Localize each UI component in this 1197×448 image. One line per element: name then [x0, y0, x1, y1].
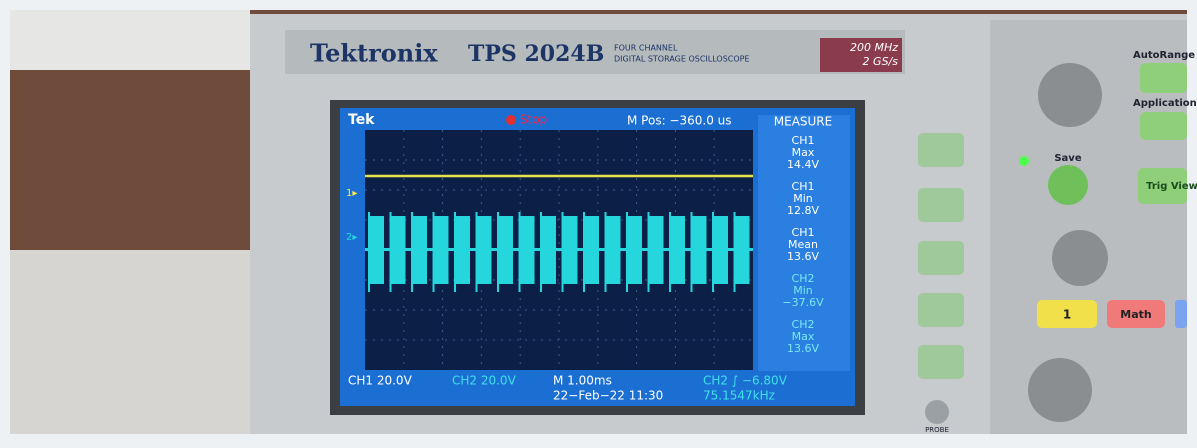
ch1-scale: CH1 20.0V — [348, 374, 413, 388]
knob — [1038, 63, 1102, 127]
autorange-button[interactable] — [1140, 63, 1187, 93]
tek-label: Tek — [348, 112, 375, 128]
menu-button[interactable] — [918, 241, 964, 275]
pulse-edge — [540, 212, 542, 292]
measure-text: 14.4V — [787, 158, 819, 171]
pulse-edge — [712, 212, 714, 292]
photo: Tektronix TPS 2024B FOUR CHANNEL DIGITAL… — [0, 0, 1197, 444]
paper — [10, 250, 250, 434]
autorange-label: AutoRange — [1133, 50, 1195, 61]
pulse-edge — [734, 212, 736, 292]
pulse-edge — [626, 212, 628, 292]
trig-view-label: Trig View — [1146, 181, 1197, 192]
date: 22−Feb−22 11:30 — [553, 389, 663, 403]
header-line: DIGITAL STORAGE OSCILLOSCOPE — [614, 55, 750, 64]
math-label: Math — [1120, 308, 1151, 321]
ch2-marker: 2▸ — [346, 232, 357, 243]
menu-button[interactable] — [918, 293, 964, 327]
pulse-edge — [648, 212, 650, 292]
measure-title: MEASURE — [774, 115, 832, 129]
stop-icon — [506, 115, 516, 125]
menu-button[interactable] — [918, 133, 964, 167]
pulse-edge — [691, 212, 693, 292]
application-button[interactable] — [1140, 112, 1187, 140]
pulse-edge — [454, 212, 456, 292]
measure-text: 13.6V — [787, 250, 819, 263]
pulse-edge — [390, 212, 392, 292]
pulse-baseline — [365, 248, 753, 251]
pulse-edge — [605, 212, 607, 292]
menu-button[interactable] — [918, 345, 964, 379]
knob — [1028, 358, 1092, 422]
pulse-edge — [411, 212, 413, 292]
sample-rate: 2 GS/s — [863, 55, 899, 68]
header-line: FOUR CHANNEL — [614, 44, 678, 53]
bandwidth: 200 MHz — [850, 41, 898, 54]
model: TPS 2024B — [468, 41, 604, 67]
state: Stop — [520, 113, 547, 127]
save-button[interactable] — [1048, 165, 1088, 205]
ch1-marker: 1▸ — [346, 188, 357, 199]
probe-button[interactable] — [925, 400, 949, 424]
m-pos: M Pos: −360.0 us — [627, 114, 732, 128]
measure-text: 12.8V — [787, 204, 819, 217]
pulse-edge — [669, 212, 671, 292]
pulse-edge — [433, 212, 435, 292]
pulse-edge — [519, 212, 521, 292]
frequency: 75.1547kHz — [703, 389, 775, 403]
menu-button[interactable] — [918, 188, 964, 222]
measure-text: −37.6V — [782, 296, 824, 309]
ch2-button[interactable] — [1175, 300, 1187, 328]
ch1-button-label: 1 — [1063, 308, 1071, 322]
knob — [1052, 230, 1108, 286]
timebase: M 1.00ms — [553, 374, 612, 388]
measure-text: 13.6V — [787, 342, 819, 355]
pulse-edge — [368, 212, 370, 292]
ch2-scale: CH2 20.0V — [452, 374, 517, 388]
brand: Tektronix — [310, 39, 438, 68]
probe-label: PROBE — [925, 426, 949, 434]
pulse-edge — [497, 212, 499, 292]
led — [1019, 156, 1029, 166]
pulse-edge — [583, 212, 585, 292]
pulse-edge — [562, 212, 564, 292]
wall — [10, 10, 250, 70]
application-label: Application — [1133, 98, 1197, 109]
trigger: CH2 ∫ −6.80V — [703, 374, 788, 388]
save-label: Save — [1054, 153, 1081, 164]
pulse-edge — [476, 212, 478, 292]
